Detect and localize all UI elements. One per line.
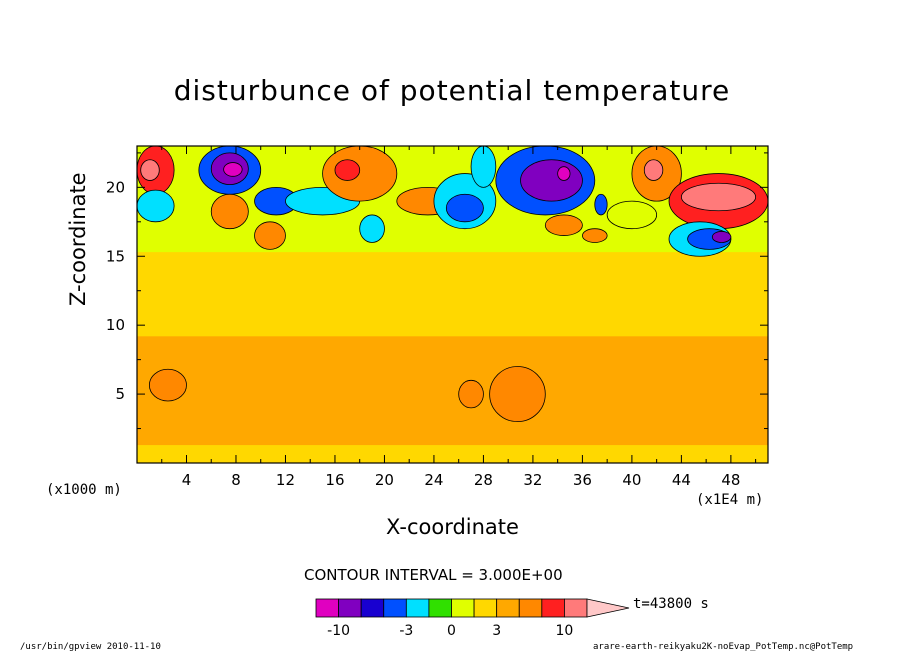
footer-left-text: /usr/bin/gpview 2010-11-10 [20, 642, 161, 652]
contour-region [445, 193, 484, 223]
x-tick-label: 4 [182, 471, 192, 489]
x-tick-label: 44 [672, 471, 691, 489]
x-tick-label: 32 [523, 471, 542, 489]
contour-region [680, 182, 757, 212]
y-tick-label: 15 [106, 247, 125, 265]
contour-region [470, 146, 497, 188]
colorbar-box [405, 598, 430, 618]
colorbar-label: -3 [399, 623, 414, 639]
x-tick-label: 24 [424, 471, 443, 489]
colorbar-box [541, 598, 565, 618]
contour-region [254, 221, 286, 250]
contour-region [322, 146, 398, 202]
x-axis-unit: (x1000 m) [46, 482, 122, 498]
x-tick-label: 28 [474, 471, 493, 489]
contour-region [359, 214, 385, 243]
contour-region [458, 379, 484, 409]
time-label: t=43800 s [633, 596, 709, 612]
chart-title: disturbunce of potential temperature [173, 74, 731, 107]
colorbar-box [518, 598, 543, 618]
x-tick-label: 8 [231, 471, 241, 489]
contour-field [137, 146, 768, 463]
contour-region [594, 193, 608, 216]
x-axis-label: X-coordinate [137, 515, 768, 539]
x-tick-label: 36 [573, 471, 592, 489]
contour-region [148, 368, 187, 402]
x-axis-label-text: X-coordinate [386, 515, 519, 539]
contour-region [137, 189, 175, 223]
contour-region [334, 159, 361, 181]
contour-region [223, 162, 243, 177]
colorbar-label: -10 [327, 623, 351, 639]
x-tick-label: 20 [375, 471, 394, 489]
colorbar-box [473, 598, 498, 618]
colorbar-extension [586, 598, 630, 618]
y-tick-label: 20 [106, 178, 125, 196]
contour-region [544, 214, 583, 236]
y-tick-label: 10 [106, 316, 125, 334]
contour-region [137, 336, 768, 446]
x-tick-label: 16 [325, 471, 344, 489]
x-tick-label: 12 [276, 471, 295, 489]
footer-right-text: arare-earth-reikyaku2K-noEvap_PotTemp.nc… [593, 642, 854, 652]
contour-region [643, 159, 664, 181]
contour-region [140, 159, 160, 181]
contour-region [606, 200, 658, 230]
y-tick-label: 5 [115, 385, 125, 403]
plot-frame [136, 145, 769, 464]
colorbar-box [338, 598, 362, 618]
x-tick-label: 48 [721, 471, 740, 489]
contour-region [137, 252, 768, 337]
colorbar-label: 3 [492, 623, 502, 639]
colorbar-box [360, 598, 385, 618]
colorbar-box [383, 598, 407, 618]
y-axis-label: Z-coordinate [66, 172, 90, 306]
contour-region [520, 159, 583, 202]
colorbar-label: 10 [555, 623, 574, 639]
colorbar-box [428, 598, 452, 618]
colorbar-box [451, 598, 475, 618]
contour-region [557, 166, 571, 181]
x-axis-multiplier: (x1E4 m) [696, 492, 764, 508]
contour-interval-label: CONTOUR INTERVAL = 3.000E+00 [304, 566, 563, 584]
x-tick-label: 40 [622, 471, 641, 489]
colorbar-box [315, 598, 339, 618]
contour-region [711, 231, 732, 243]
contour-region [489, 366, 546, 423]
contour-region [582, 228, 608, 243]
colorbar-box [564, 598, 588, 618]
colorbar-label: 0 [447, 623, 456, 639]
contour-region [210, 193, 249, 230]
colorbar-box [496, 598, 520, 618]
